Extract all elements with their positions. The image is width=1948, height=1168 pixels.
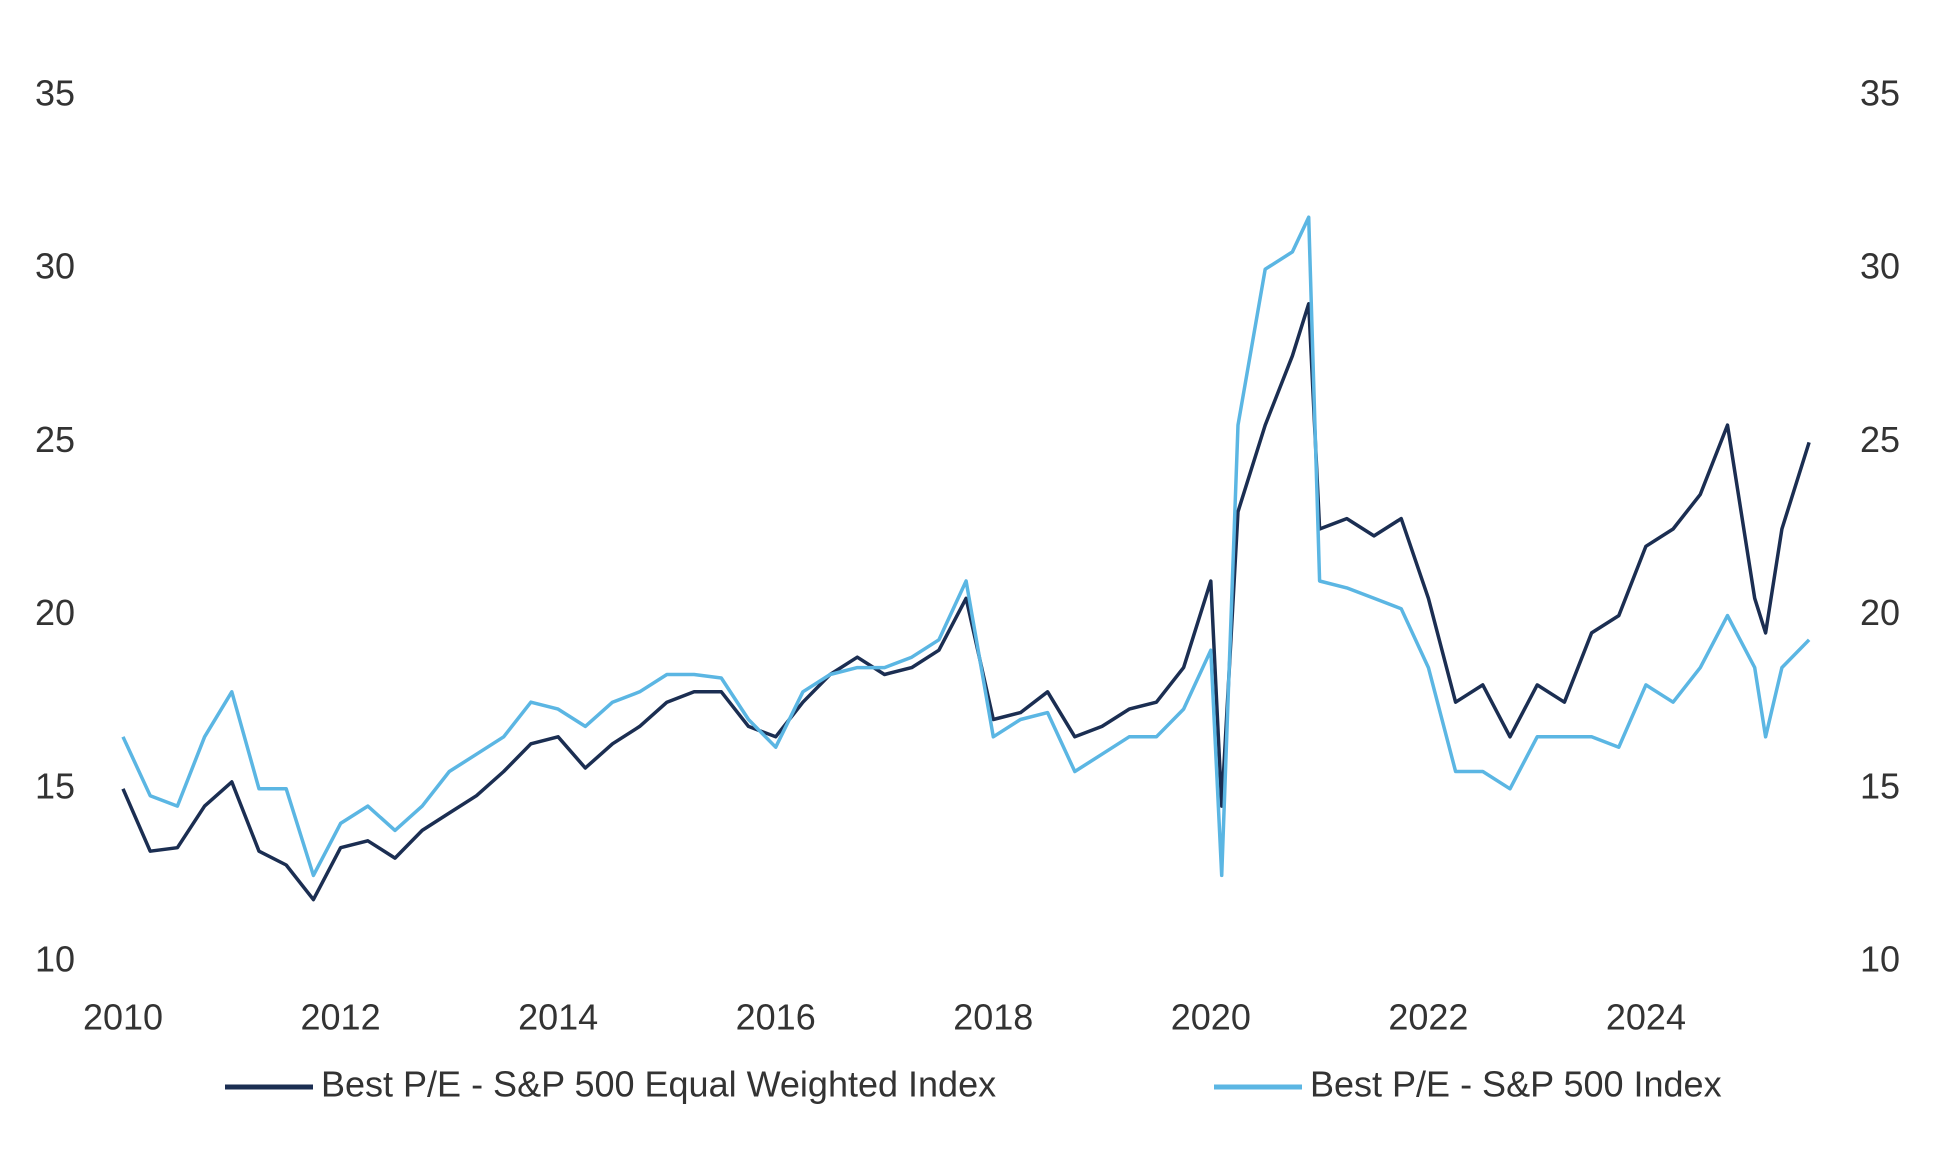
y2-tick-label: 35: [1860, 73, 1900, 114]
y2-tick-label: 20: [1860, 592, 1900, 633]
legend-label: Best P/E - S&P 500 Equal Weighted Index: [321, 1064, 996, 1105]
x-tick-label: 2020: [1171, 997, 1251, 1038]
x-tick-label: 2014: [518, 997, 598, 1038]
y-tick-label: 25: [35, 419, 75, 460]
y-tick-label: 30: [35, 246, 75, 287]
y2-tick-label: 15: [1860, 765, 1900, 806]
x-tick-label: 2024: [1606, 997, 1686, 1038]
y2-tick-label: 25: [1860, 419, 1900, 460]
series-line: [121, 215, 1811, 878]
y-tick-label: 15: [35, 765, 75, 806]
x-tick-label: 2016: [736, 997, 816, 1038]
series-line: [121, 302, 1811, 902]
y-tick-label: 35: [35, 73, 75, 114]
y-tick-label: 10: [35, 939, 75, 980]
x-tick-label: 2010: [83, 997, 163, 1038]
x-tick-label: 2012: [301, 997, 381, 1038]
x-tick-label: 2022: [1388, 997, 1468, 1038]
y2-tick-label: 10: [1860, 939, 1900, 980]
y-tick-label: 20: [35, 592, 75, 633]
legend-label: Best P/E - S&P 500 Index: [1310, 1064, 1722, 1105]
y2-tick-label: 30: [1860, 246, 1900, 287]
x-tick-label: 2018: [953, 997, 1033, 1038]
